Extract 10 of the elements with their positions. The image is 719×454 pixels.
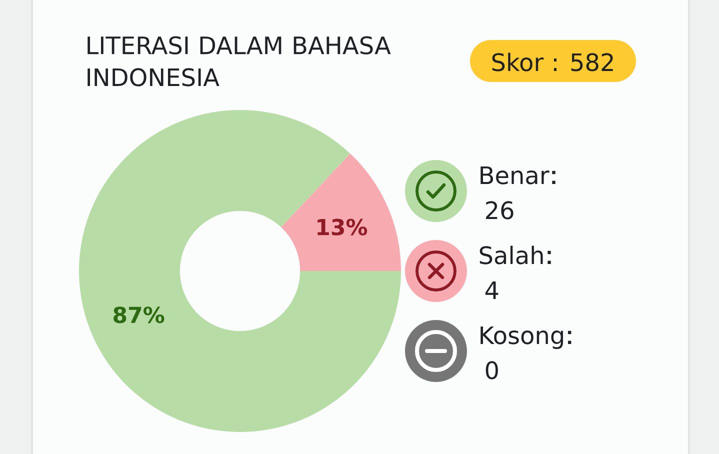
data-label: 87%: [114, 306, 164, 324]
chart-title: LITERASI DALAM BAHASA INDONESIA: [88, 36, 391, 86]
text: 26: [486, 201, 514, 220]
legend-label: Kosong: [480, 326, 563, 349]
text: 4: [485, 281, 498, 299]
data-label: 13%: [318, 218, 368, 236]
text: Skor : 582: [492, 52, 613, 72]
legend-label: Salah: [480, 246, 543, 264]
legend-label: Benar: [480, 166, 550, 184]
text: 0: [486, 361, 498, 380]
